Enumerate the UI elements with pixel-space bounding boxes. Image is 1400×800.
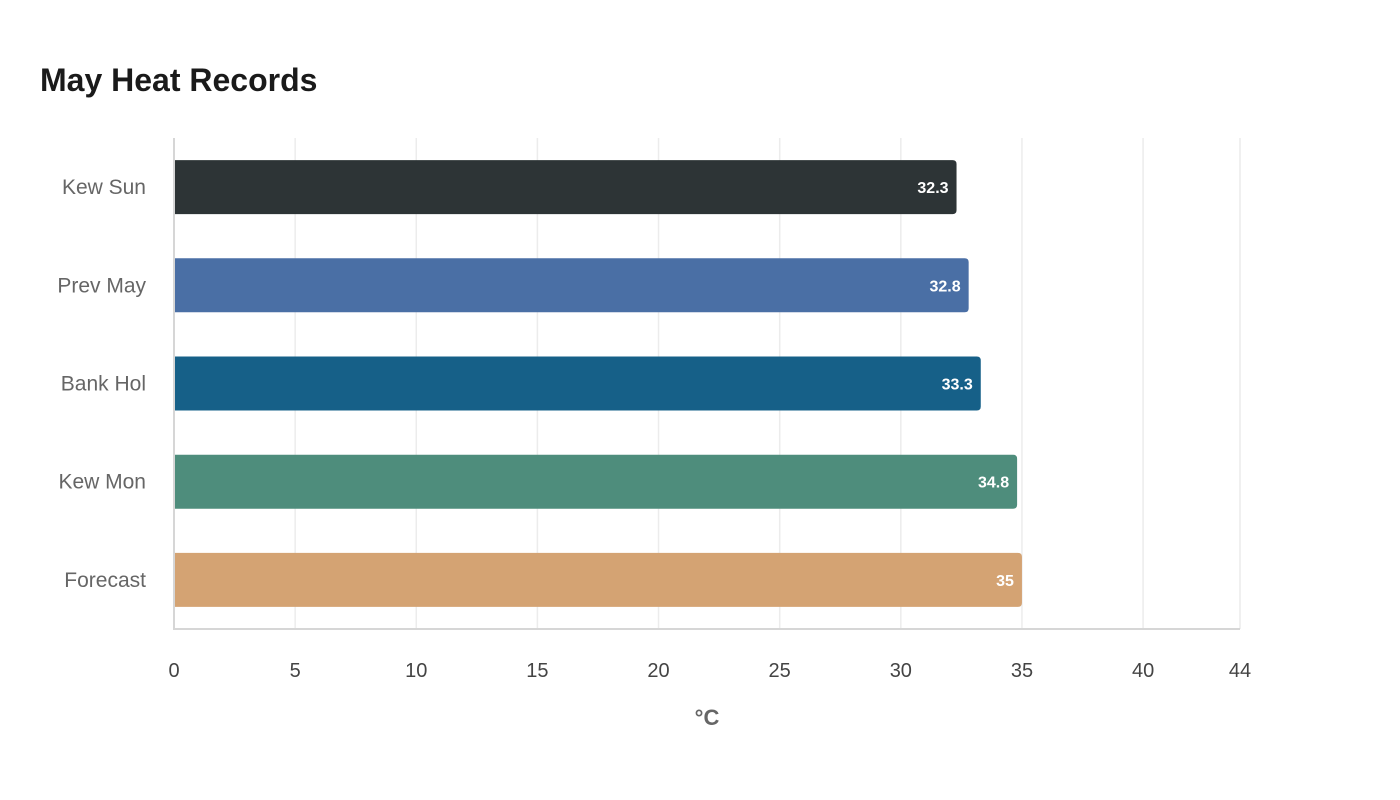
bar xyxy=(174,552,1022,607)
x-tick-label: 20 xyxy=(647,660,669,682)
category-label: Forecast xyxy=(64,569,146,592)
x-tick-labels: 0 5 10 15 20 25 30 35 40 44 xyxy=(168,660,1251,682)
category-label: Bank Hol xyxy=(61,373,146,396)
bar xyxy=(174,454,1018,509)
x-tick-label: 30 xyxy=(890,660,912,682)
x-tick-label: 44 xyxy=(1229,660,1251,682)
x-tick-label: 25 xyxy=(769,660,791,682)
chart-title: May Heat Records xyxy=(40,62,318,98)
bars xyxy=(174,160,1022,607)
value-labels: 32.3 32.8 33.3 34.8 35 xyxy=(917,180,1014,590)
x-axis-title: °C xyxy=(695,705,720,730)
bar-value-label: 32.3 xyxy=(917,180,948,197)
category-label: Kew Mon xyxy=(58,471,146,494)
bar xyxy=(174,160,957,215)
bar-value-label: 33.3 xyxy=(942,377,973,394)
category-labels: Kew Sun Prev May Bank Hol Kew Mon Forecast xyxy=(57,176,146,592)
x-tick-label: 40 xyxy=(1132,660,1154,682)
x-tick-label: 0 xyxy=(168,660,179,682)
x-tick-label: 35 xyxy=(1011,660,1033,682)
bar-value-label: 34.8 xyxy=(978,475,1009,492)
x-tick-label: 5 xyxy=(290,660,301,682)
x-tick-label: 10 xyxy=(405,660,427,682)
x-tick-label: 15 xyxy=(526,660,548,682)
bar xyxy=(174,258,969,313)
bar-value-label: 32.8 xyxy=(930,278,961,295)
category-label: Prev May xyxy=(57,274,146,297)
bar-value-label: 35 xyxy=(996,573,1014,590)
category-label: Kew Sun xyxy=(62,176,146,199)
bar xyxy=(174,356,981,411)
